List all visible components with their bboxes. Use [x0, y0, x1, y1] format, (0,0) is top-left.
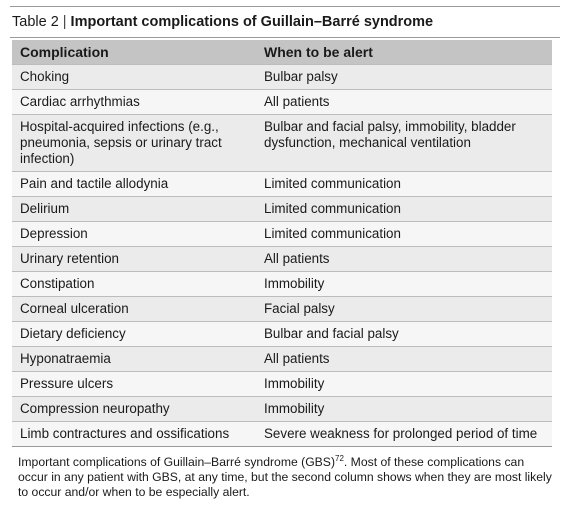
table-row: Limb contractures and ossifications Sever… [12, 421, 552, 446]
complication-cell: Cardiac arrhythmias [12, 89, 256, 115]
complication-cell: Hospital-acquired infections (e.g., pneu… [12, 114, 256, 172]
alert-cell: Immobility [256, 371, 552, 397]
table-row: Pressure ulcers Immobility [12, 371, 552, 397]
header-complication: Complication [12, 40, 256, 65]
table-row: Corneal ulceration Facial palsy [12, 296, 552, 322]
alert-cell: Bulbar and facial palsy, immobility, bla… [256, 114, 552, 172]
alert-cell: Severe weakness for prolonged period of … [256, 421, 552, 446]
complication-cell: Depression [12, 221, 256, 247]
table-row: Compression neuropathy Immobility [12, 396, 552, 422]
table-bottom-rule [12, 446, 552, 447]
table-row: Constipation Immobility [12, 271, 552, 297]
alert-cell: Limited communication [256, 171, 552, 197]
alert-cell: All patients [256, 346, 552, 372]
complication-cell: Choking [12, 64, 256, 90]
table-row: Hyponatraemia All patients [12, 346, 552, 372]
table-row: Hospital-acquired infections (e.g., pneu… [12, 114, 552, 172]
table-figure: Table 2 | Important complications of Gui… [10, 6, 560, 500]
complication-cell: Corneal ulceration [12, 296, 256, 322]
table-row: Delirium Limited communication [12, 196, 552, 222]
complication-cell: Dietary deficiency [12, 321, 256, 347]
alert-cell: Bulbar palsy [256, 64, 552, 90]
table-number: Table 2 [12, 14, 59, 30]
complication-cell: Pressure ulcers [12, 371, 256, 397]
header-when-to-be-alert: When to be alert [256, 40, 552, 65]
table-row: Pain and tactile allodynia Limited commun… [12, 171, 552, 197]
complications-table: Complication When to be alert Choking Bul… [12, 40, 552, 446]
alert-cell: All patients [256, 246, 552, 272]
complication-cell: Hyponatraemia [12, 346, 256, 372]
caption-text-start: Important complications of Guillain–Barr… [18, 455, 335, 470]
complication-cell: Pain and tactile allodynia [12, 171, 256, 197]
table-title-text: Important complications of Guillain–Barr… [70, 14, 434, 30]
alert-cell: Facial palsy [256, 296, 552, 322]
table-row: Depression Limited communication [12, 221, 552, 247]
table-title: Table 2 | Important complications of Gui… [10, 6, 560, 38]
table-row: Choking Bulbar palsy [12, 64, 552, 90]
complication-cell: Urinary retention [12, 246, 256, 272]
title-separator: | [62, 14, 67, 30]
header-row: Complication When to be alert [12, 40, 552, 65]
complication-cell: Compression neuropathy [12, 396, 256, 422]
complication-cell: Constipation [12, 271, 256, 297]
alert-cell: Immobility [256, 396, 552, 422]
complication-cell: Delirium [12, 196, 256, 222]
caption-reference: 72 [335, 454, 344, 463]
table-row: Urinary retention All patients [12, 246, 552, 272]
table-caption: Important complications of Guillain–Barr… [10, 447, 560, 500]
alert-cell: Immobility [256, 271, 552, 297]
complication-cell: Limb contractures and ossifications [12, 421, 256, 446]
alert-cell: All patients [256, 89, 552, 115]
alert-cell: Limited communication [256, 196, 552, 222]
alert-cell: Limited communication [256, 221, 552, 247]
table-row: Dietary deficiency Bulbar and facial pals… [12, 321, 552, 347]
alert-cell: Bulbar and facial palsy [256, 321, 552, 347]
caption-text-end: . Most of these complications can occur … [18, 455, 552, 500]
table-row: Cardiac arrhythmias All patients [12, 89, 552, 115]
